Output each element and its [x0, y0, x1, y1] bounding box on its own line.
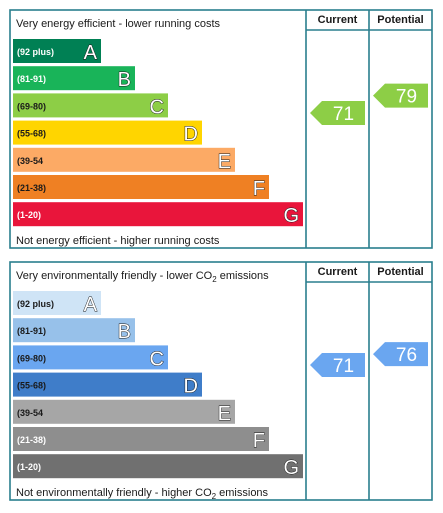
band-g-range: (1-20) — [17, 462, 41, 472]
band-d-letter: D — [184, 124, 198, 146]
band-b-range: (81-91) — [17, 74, 46, 84]
band-a-letter: A — [84, 42, 98, 64]
environmental-potential-header: Potential — [377, 266, 423, 278]
energy-potential-rating-arrow — [373, 83, 428, 108]
band-d-bar — [13, 372, 202, 397]
environmental-bottom-caption-prefix: Not environmentally friendly - higher CO — [16, 487, 212, 499]
environmental-bottom-caption: Not environmentally friendly - higher CO… — [16, 487, 269, 501]
band-e-letter: E — [218, 403, 231, 425]
environmental-current-rating: 71 — [310, 353, 365, 378]
band-a-range: (92 plus) — [17, 47, 54, 57]
energy-current-rating-arrow — [310, 101, 365, 126]
band-b-bar — [13, 66, 135, 91]
band-d-letter: D — [184, 376, 198, 398]
environmental-rating-bars: (92 plus) A (81-91) B (69-80) C (55-68) D (39-54… — [13, 291, 303, 480]
environmental-top-caption: Very environmentally friendly - lower CO… — [16, 270, 269, 284]
band-f-range: (21-38) — [17, 183, 46, 193]
band-e-letter: E — [218, 151, 231, 173]
band-g-letter: G — [283, 457, 299, 479]
band-f-letter: F — [253, 178, 265, 200]
energy-potential-rating-value: 79 — [396, 87, 417, 108]
band-e-range: (39-54 — [17, 156, 43, 166]
energy-rating-bars: (92 plus) A (81-91) B (69-80) C (55-68) D (39-54… — [13, 39, 303, 228]
band-c-range: (69-80) — [17, 101, 46, 111]
energy-potential-header: Potential — [377, 14, 423, 26]
band-c-range: (69-80) — [17, 353, 46, 363]
band-a-bar — [13, 39, 101, 63]
band-g-range: (1-20) — [17, 210, 41, 220]
environmental-top-caption-subscript: 2 — [212, 275, 217, 284]
band-e-bar — [13, 147, 235, 172]
environmental-potential-rating: 76 — [373, 342, 428, 367]
band-e-bar — [13, 399, 235, 424]
energy-potential-rating: 79 — [373, 83, 428, 108]
band-b-bar — [13, 318, 135, 343]
band-f-letter: F — [253, 430, 265, 452]
band-a-letter: A — [84, 294, 98, 316]
band-d-range: (55-68) — [17, 129, 46, 139]
environmental-bottom-caption-suffix: emissions — [216, 487, 268, 499]
environmental-impact-panel: Current Potential Very environmentally f… — [9, 261, 433, 501]
band-g-bar — [13, 454, 303, 479]
environmental-top-caption-suffix: emissions — [217, 270, 269, 282]
energy-current-rating-value: 71 — [333, 104, 354, 125]
band-c-bar — [13, 93, 168, 118]
band-d-range: (55-68) — [17, 381, 46, 391]
band-g-bar — [13, 202, 303, 227]
environmental-potential-rating-value: 76 — [396, 345, 417, 366]
band-b-range: (81-91) — [17, 326, 46, 336]
environmental-bottom-caption-subscript: 2 — [212, 492, 217, 501]
band-c-letter: C — [150, 348, 164, 370]
band-c-letter: C — [150, 96, 164, 118]
environmental-current-rating-arrow — [310, 353, 365, 378]
band-a-bar — [13, 291, 101, 315]
band-d-bar — [13, 120, 202, 145]
band-f-bar — [13, 175, 269, 199]
environmental-potential-rating-arrow — [373, 342, 428, 367]
band-a-range: (92 plus) — [17, 299, 54, 309]
energy-current-rating: 71 — [310, 101, 365, 126]
band-g-letter: G — [283, 205, 299, 227]
energy-top-caption: Very energy efficient - lower running co… — [16, 18, 221, 30]
band-c-bar — [13, 345, 168, 370]
band-b-letter: B — [118, 321, 131, 343]
band-b-letter: B — [118, 69, 131, 91]
environmental-current-header: Current — [318, 266, 358, 278]
band-f-range: (21-38) — [17, 435, 46, 445]
band-e-range: (39-54 — [17, 408, 43, 418]
band-f-bar — [13, 427, 269, 451]
energy-efficiency-panel: Current Potential Very energy efficient … — [9, 9, 433, 249]
environmental-top-caption-prefix: Very environmentally friendly - lower CO — [16, 270, 213, 282]
environmental-current-rating-value: 71 — [333, 356, 354, 377]
energy-bottom-caption: Not energy efficient - higher running co… — [16, 235, 220, 247]
energy-current-header: Current — [318, 14, 358, 26]
